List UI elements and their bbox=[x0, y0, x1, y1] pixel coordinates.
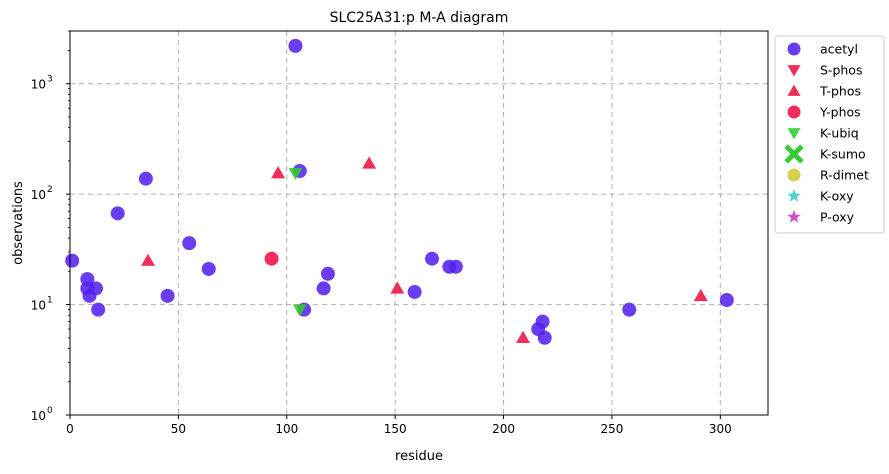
data-point-acetyl bbox=[407, 284, 422, 299]
data-point-t-phos bbox=[141, 253, 156, 266]
y-tick-base: 10 bbox=[31, 188, 46, 202]
data-point-y-phos bbox=[264, 251, 279, 266]
data-point-t-phos bbox=[271, 166, 286, 179]
x-tick-label: 50 bbox=[171, 422, 186, 436]
legend-label-s-phos: S-phos bbox=[820, 63, 862, 78]
y-tick-label: 10 bbox=[31, 78, 46, 92]
legend-marker-p-oxy bbox=[787, 209, 801, 223]
y-tick-base: 10 bbox=[31, 299, 46, 313]
data-point-acetyl bbox=[91, 302, 106, 317]
data-point-k-ubiq bbox=[292, 304, 307, 317]
data-point-acetyl bbox=[160, 288, 175, 303]
data-point-acetyl bbox=[138, 171, 153, 186]
grid-lines bbox=[70, 31, 768, 415]
data-point-t-phos bbox=[516, 330, 531, 344]
data-point-acetyl bbox=[288, 38, 303, 53]
legend-marker-k-ubiq bbox=[787, 128, 801, 140]
data-points bbox=[65, 38, 734, 345]
data-point-acetyl bbox=[65, 253, 80, 268]
x-tick-label: 0 bbox=[66, 422, 74, 436]
legend: acetyl S-phos T-phos Y-phos K-ubiq K-sumo R-di… bbox=[774, 35, 885, 234]
x-tick-label: 100 bbox=[275, 422, 298, 436]
data-point-acetyl bbox=[622, 302, 637, 317]
y-tick-base: 10 bbox=[31, 78, 46, 92]
data-point-t-phos bbox=[390, 281, 405, 294]
data-point-k-ubiq bbox=[288, 167, 303, 181]
legend-label-t-phos: T-phos bbox=[819, 84, 861, 99]
y-tick-exponent: 3 bbox=[47, 75, 53, 85]
chart-title: SLC25A31:p M-A diagram bbox=[330, 10, 509, 26]
x-tick-label: 300 bbox=[709, 422, 732, 436]
y-tick-exponent: 1 bbox=[47, 296, 53, 306]
data-point-acetyl bbox=[110, 206, 125, 221]
data-point-acetyl bbox=[89, 281, 104, 296]
y-tick-exponent: 0 bbox=[47, 406, 53, 416]
legend-label-r-dimet: R-dimet bbox=[820, 168, 869, 183]
data-point-t-phos bbox=[362, 156, 377, 169]
y-tick-label: 10 bbox=[31, 299, 46, 313]
legend-label-p-oxy: P-oxy bbox=[820, 210, 855, 225]
data-point-acetyl bbox=[425, 251, 440, 266]
legend-marker-k-sumo bbox=[784, 144, 804, 164]
legend-marker-s-phos bbox=[787, 65, 801, 77]
legend-label-y-phos: Y-phos bbox=[819, 105, 861, 120]
legend-label-acetyl: acetyl bbox=[820, 42, 858, 57]
data-point-acetyl bbox=[719, 292, 734, 307]
legend-box bbox=[774, 35, 885, 234]
plot-frame bbox=[69, 30, 769, 416]
data-point-acetyl bbox=[535, 314, 550, 329]
data-point-t-phos bbox=[693, 288, 708, 302]
legend-marker-acetyl bbox=[787, 42, 801, 56]
legend-marker-y-phos bbox=[787, 105, 801, 119]
y-tick-exponent: 2 bbox=[47, 185, 53, 195]
legend-label-k-sumo: K-sumo bbox=[820, 147, 866, 162]
legend-marker-t-phos bbox=[787, 84, 801, 96]
legend-label-k-ubiq: K-ubiq bbox=[820, 126, 859, 141]
data-point-acetyl bbox=[316, 281, 331, 296]
y-axis-label: observations bbox=[11, 181, 26, 265]
x-axis-label: residue bbox=[395, 449, 443, 464]
data-point-acetyl bbox=[80, 272, 95, 287]
data-point-acetyl bbox=[182, 236, 197, 251]
y-tick-label: 10 bbox=[31, 188, 46, 202]
data-point-acetyl bbox=[320, 266, 335, 281]
data-point-acetyl bbox=[537, 330, 552, 345]
data-point-acetyl bbox=[448, 259, 463, 274]
y-tick-label: 10 bbox=[31, 409, 46, 423]
x-tick-label: 250 bbox=[600, 422, 623, 436]
y-tick-base: 10 bbox=[31, 409, 46, 423]
legend-marker-k-oxy bbox=[787, 188, 801, 202]
data-point-acetyl bbox=[201, 261, 216, 276]
legend-marker-r-dimet bbox=[787, 168, 801, 182]
x-tick-label: 150 bbox=[384, 422, 407, 436]
legend-label-k-oxy: K-oxy bbox=[820, 189, 854, 204]
x-tick-label: 200 bbox=[492, 422, 515, 436]
